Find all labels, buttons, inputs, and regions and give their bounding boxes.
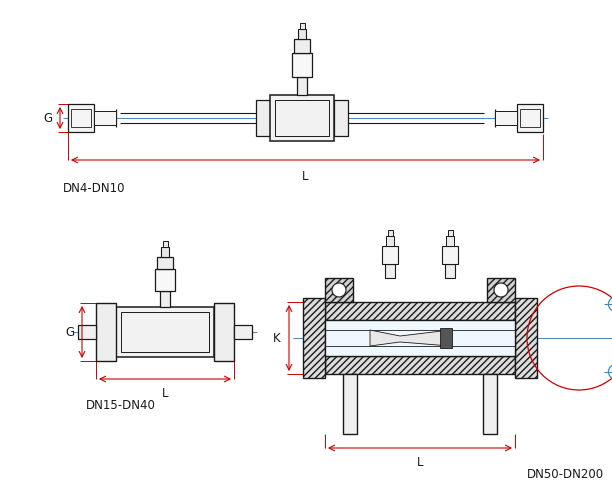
Bar — [517, 104, 543, 132]
Bar — [234, 325, 252, 339]
Bar — [275, 100, 329, 136]
Bar — [386, 236, 394, 246]
Bar — [121, 312, 209, 352]
Bar — [292, 53, 312, 77]
Text: G: G — [65, 326, 74, 338]
Circle shape — [494, 283, 508, 297]
Bar — [160, 291, 170, 307]
Bar — [157, 257, 173, 269]
Bar — [297, 77, 307, 95]
Bar — [325, 302, 515, 320]
Bar — [515, 298, 537, 378]
Bar — [483, 374, 497, 434]
Bar — [325, 356, 515, 374]
Text: L: L — [302, 170, 308, 183]
Bar — [487, 278, 515, 302]
Bar — [78, 325, 96, 339]
Polygon shape — [370, 330, 450, 346]
Bar — [116, 307, 214, 357]
Bar — [446, 236, 454, 246]
Text: DN4-DN10: DN4-DN10 — [63, 182, 125, 195]
Bar — [448, 230, 453, 236]
Bar — [334, 100, 348, 136]
Bar — [214, 303, 234, 361]
Text: DN15-DN40: DN15-DN40 — [86, 399, 156, 412]
Bar — [343, 374, 357, 434]
Bar — [294, 39, 310, 53]
Bar — [445, 264, 455, 278]
Bar — [256, 100, 270, 136]
Bar — [325, 320, 515, 356]
Text: L: L — [417, 456, 424, 469]
Text: K: K — [274, 331, 281, 345]
Bar — [442, 246, 458, 264]
Bar — [71, 109, 91, 127]
Bar — [270, 95, 334, 141]
Bar — [520, 109, 540, 127]
Bar — [68, 104, 94, 132]
Bar — [495, 111, 517, 125]
Circle shape — [332, 283, 346, 297]
Bar — [388, 230, 393, 236]
Bar — [298, 29, 306, 39]
Text: L: L — [162, 387, 168, 400]
Bar — [325, 278, 353, 302]
Bar — [94, 111, 116, 125]
Bar — [163, 241, 168, 247]
Bar — [155, 269, 175, 291]
Bar — [440, 328, 452, 348]
Bar — [385, 264, 395, 278]
Bar — [382, 246, 398, 264]
Bar — [96, 303, 116, 361]
Text: G: G — [43, 111, 52, 125]
Bar — [161, 247, 169, 257]
Text: DN50-DN200: DN50-DN200 — [527, 468, 604, 481]
Bar — [300, 23, 305, 29]
Bar — [303, 298, 325, 378]
